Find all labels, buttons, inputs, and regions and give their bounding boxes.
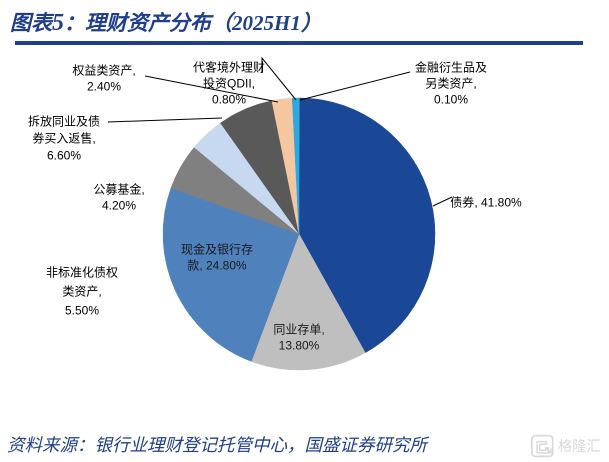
svg-text:格隆汇: 格隆汇 <box>558 438 601 455</box>
